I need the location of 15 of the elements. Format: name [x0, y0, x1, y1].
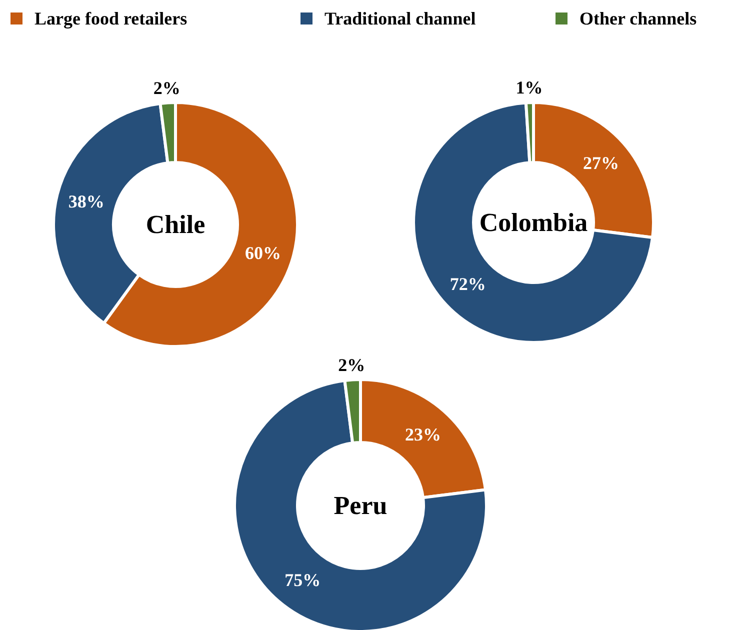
legend-label: Traditional channel: [324, 8, 476, 28]
legend-label: Large food retailers: [34, 8, 188, 28]
data-label: 23%: [404, 424, 441, 445]
data-label: 2%: [153, 78, 180, 98]
data-label: 1%: [516, 78, 543, 98]
text: Peru: [334, 491, 388, 520]
legend-label: Other channels: [580, 8, 697, 28]
data-label: 27%: [583, 152, 620, 173]
data-label: 60%: [244, 242, 281, 263]
data-label: 2%: [338, 354, 366, 375]
data-label: 38%: [68, 192, 104, 212]
text: Colombia: [479, 208, 588, 237]
data-label: 72%: [450, 274, 486, 294]
data-label: 75%: [284, 570, 321, 590]
text: Chile: [146, 210, 206, 239]
